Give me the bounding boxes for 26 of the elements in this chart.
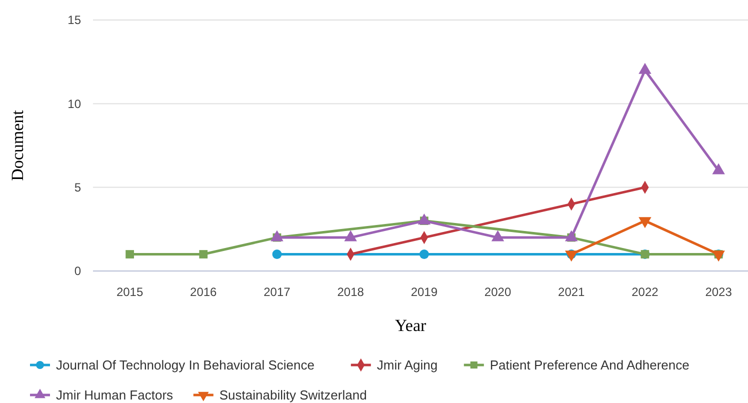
point <box>199 250 208 258</box>
legend-label: Patient Preference And Adherence <box>490 358 690 373</box>
x-tick-label: 2016 <box>190 285 218 299</box>
x-tick-label: 2017 <box>264 285 291 299</box>
point <box>638 62 652 74</box>
point <box>712 163 725 174</box>
legend-label: Journal Of Technology In Behavioral Science <box>56 358 314 373</box>
legend-label: Sustainability Switzerland <box>219 388 367 403</box>
x-tick-label: 2019 <box>410 285 438 299</box>
y-tick-label: 10 <box>68 96 82 111</box>
legend-label: Jmir Aging <box>376 358 438 373</box>
point <box>419 250 429 259</box>
y-tick-label: 5 <box>74 180 82 195</box>
x-tick-label: 2021 <box>558 285 586 299</box>
x-tick-label: 2015 <box>116 285 144 299</box>
y-axis-title: Document <box>8 110 27 181</box>
x-tick-label: 2023 <box>705 285 732 299</box>
x-tick-label: 2020 <box>484 285 512 299</box>
y-tick-label: 15 <box>68 13 82 28</box>
x-tick-label: 2018 <box>337 285 364 299</box>
point <box>272 250 282 259</box>
legend-label: Jmir Human Factors <box>56 388 174 403</box>
x-axis-title: Year <box>394 316 426 335</box>
point <box>126 250 134 258</box>
y-tick-label: 0 <box>74 264 82 278</box>
x-tick-label: 2022 <box>632 285 659 299</box>
